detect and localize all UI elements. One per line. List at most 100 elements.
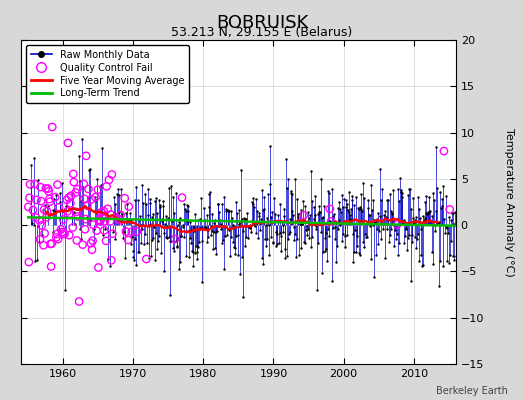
Point (164, 215, 172, 221)
Point (362, 221, 370, 228)
Point (267, 234, 276, 240)
Point (188, 249, 196, 255)
Point (370, 219, 379, 226)
Point (150, 198, 159, 204)
Point (55, 226, 63, 232)
Point (410, 217, 419, 224)
Point (243, 222, 252, 229)
Point (233, 210, 241, 217)
Point (35, 217, 43, 224)
Point (70, 209, 79, 215)
Point (37, 198, 45, 204)
Point (437, 204, 445, 211)
Point (194, 217, 203, 223)
Point (197, 225, 205, 231)
Point (233, 252, 242, 258)
Point (342, 197, 351, 204)
Point (89, 238, 97, 244)
Point (290, 236, 299, 243)
Point (339, 204, 347, 210)
Point (159, 203, 167, 209)
Point (260, 206, 269, 212)
Point (312, 222, 321, 229)
Point (208, 211, 216, 218)
Point (86, 240, 95, 246)
Point (75, 178, 84, 184)
Point (230, 222, 238, 228)
Point (200, 224, 209, 231)
Point (215, 209, 223, 216)
Point (195, 239, 203, 246)
Point (256, 226, 264, 233)
Point (78, 136, 86, 142)
Point (331, 224, 339, 230)
Point (354, 205, 362, 211)
Point (99, 232, 107, 238)
Point (419, 213, 427, 219)
Point (26, 184, 35, 190)
Point (138, 182, 146, 188)
Point (207, 223, 215, 229)
Point (191, 250, 199, 257)
Point (340, 196, 348, 202)
Point (145, 254, 153, 261)
Point (168, 194, 177, 200)
Point (45, 188, 53, 194)
Point (234, 232, 242, 238)
Point (420, 217, 428, 223)
Point (395, 197, 403, 204)
Point (296, 221, 304, 227)
Point (268, 239, 277, 246)
Point (38, 232, 47, 238)
Point (147, 237, 156, 244)
Point (443, 258, 452, 264)
Point (343, 200, 351, 207)
Point (50, 208, 59, 214)
Point (331, 236, 340, 242)
Point (399, 220, 407, 226)
Point (135, 248, 143, 255)
Point (89, 222, 97, 228)
Point (314, 202, 323, 209)
Point (443, 225, 451, 231)
Point (40, 230, 49, 236)
Point (336, 222, 344, 228)
Point (41, 185, 50, 192)
Point (169, 244, 178, 251)
Point (378, 220, 387, 226)
Point (156, 204, 164, 210)
Point (412, 214, 420, 220)
Point (420, 215, 429, 222)
Point (223, 208, 232, 214)
Point (287, 187, 295, 194)
Point (204, 234, 213, 240)
Point (26, 181, 34, 188)
Point (178, 194, 186, 201)
Point (434, 219, 442, 226)
Point (150, 224, 158, 230)
Point (405, 186, 413, 192)
Point (435, 189, 444, 196)
Point (125, 203, 133, 210)
Point (418, 262, 427, 269)
Point (261, 236, 269, 242)
Point (199, 226, 208, 232)
Point (424, 210, 432, 216)
Point (390, 243, 398, 250)
Point (103, 211, 112, 217)
Point (344, 207, 352, 213)
Point (241, 243, 249, 249)
Point (97, 209, 105, 216)
Point (67, 190, 75, 196)
Point (160, 268, 168, 274)
Point (441, 224, 450, 230)
Point (191, 210, 200, 217)
Point (432, 208, 440, 214)
Point (357, 206, 366, 212)
Point (358, 239, 367, 245)
Point (302, 226, 310, 233)
Point (56, 199, 64, 206)
Point (254, 235, 262, 241)
Point (126, 210, 134, 216)
Point (378, 186, 386, 193)
